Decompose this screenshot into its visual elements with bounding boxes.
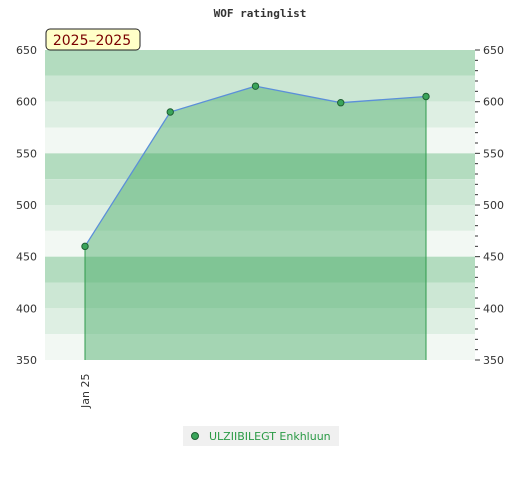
legend-marker	[191, 432, 199, 440]
y-tick-label-right: 400	[483, 302, 504, 315]
data-point	[166, 108, 174, 116]
background-band	[45, 101, 475, 128]
background-band	[45, 179, 475, 205]
y-tick-label-right: 450	[483, 251, 504, 264]
background-band	[45, 256, 475, 283]
background-band	[45, 282, 475, 309]
period-badge: 2025–2025	[45, 28, 141, 51]
data-point	[81, 242, 89, 251]
y-tick-label-left: 350	[16, 354, 37, 367]
background-band	[45, 153, 475, 180]
chart-title: WOF ratinglist	[214, 7, 307, 20]
background-bands	[45, 50, 475, 360]
y-tick-label-right: 550	[483, 147, 504, 160]
y-tick-label-left: 550	[16, 147, 37, 160]
y-tick-label-left: 600	[16, 96, 37, 109]
y-tick-label-right: 650	[483, 44, 504, 57]
y-tick-label-left: 400	[16, 302, 37, 315]
y-tick-label-left: 450	[16, 251, 37, 264]
background-band	[45, 230, 475, 257]
background-band	[45, 75, 475, 102]
background-band	[45, 127, 475, 154]
data-point	[422, 92, 430, 101]
legend: ULZIIBILEGT Enkhluun	[183, 426, 339, 446]
x-tick-label: Jan 25	[79, 374, 92, 409]
y-tick-label-left: 650	[16, 44, 37, 57]
background-band	[45, 205, 475, 231]
y-tick-label-left: 500	[16, 199, 37, 212]
x-axis: Jan 25	[79, 374, 92, 409]
background-band	[45, 334, 475, 360]
background-band	[45, 50, 475, 76]
y-tick-label-right: 500	[483, 199, 504, 212]
period-badge-text: 2025–2025	[53, 33, 131, 49]
series-area	[81, 82, 430, 361]
y-tick-label-right: 350	[483, 354, 504, 367]
legend-label: ULZIIBILEGT Enkhluun	[209, 429, 331, 443]
y-axis-right: 350 400 450 500 550 600 650	[475, 44, 504, 367]
data-point	[251, 82, 260, 90]
data-point	[337, 99, 345, 107]
y-axis-left: 350 400 450 500 550 600 650	[16, 44, 37, 367]
y-tick-label-right: 600	[483, 96, 504, 109]
background-band	[45, 308, 475, 335]
area-fill	[85, 86, 426, 361]
